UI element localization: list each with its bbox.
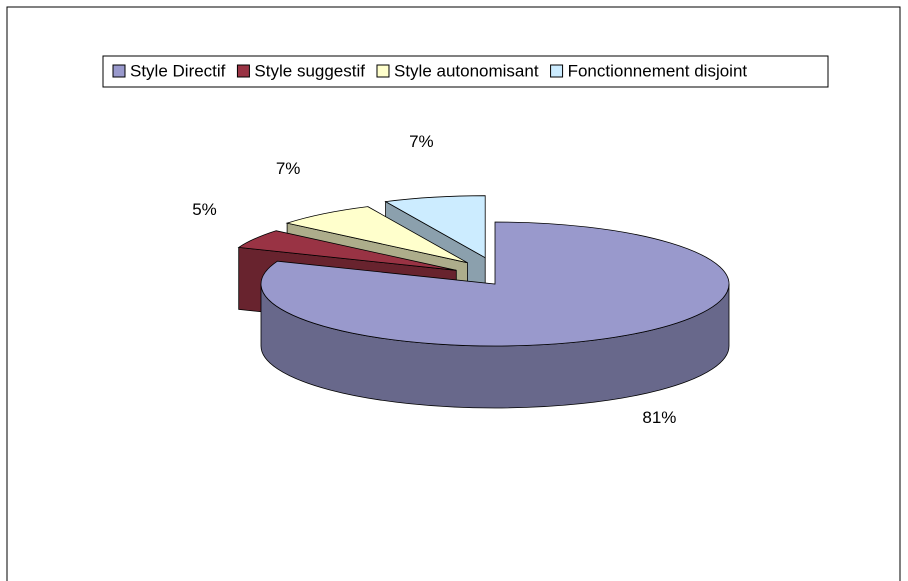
legend-swatch — [236, 64, 250, 78]
data-label: 81% — [642, 408, 676, 427]
data-label: 7% — [409, 132, 434, 151]
data-label: 5% — [192, 200, 217, 219]
slice-top — [237, 230, 457, 271]
legend-swatch — [376, 64, 390, 78]
legend-label: Style autonomisant — [394, 61, 539, 80]
legend-box — [102, 55, 829, 88]
legend-label: Fonctionnement disjoint — [568, 61, 748, 80]
legend-swatch — [112, 64, 126, 78]
slice-top — [285, 206, 468, 264]
slice-top — [384, 195, 486, 259]
legend-label: Style suggestif — [254, 61, 365, 80]
slice-top — [260, 221, 730, 347]
legend-label: Style Directif — [130, 61, 226, 80]
pie-slice — [260, 221, 730, 409]
data-label: 7% — [276, 159, 301, 178]
legend-swatch — [550, 64, 564, 78]
